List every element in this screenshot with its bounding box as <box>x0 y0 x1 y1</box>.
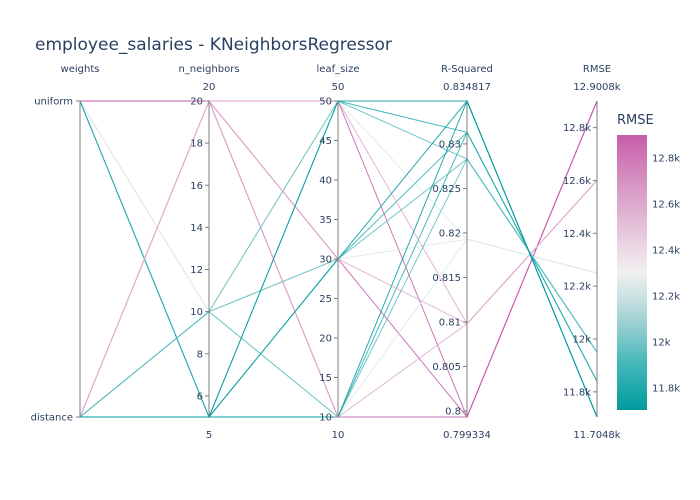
axis-n-neighbors: n_neighbors 20 5 6 8 10 12 14 16 18 20 <box>178 64 239 441</box>
chart-title: employee_salaries - KNeighborsRegressor <box>35 35 392 55</box>
tick-label: 12k <box>572 335 591 346</box>
axis-max-label: 0.834817 <box>443 82 491 93</box>
tick-label: 12.2k <box>563 282 591 293</box>
tick-label: distance <box>31 413 73 424</box>
tick-label: 15 <box>319 373 332 384</box>
tick-label: 11.8k <box>563 387 591 398</box>
tick-label: 12.8k <box>563 123 591 134</box>
tick-label: 35 <box>319 215 332 226</box>
axis-title: n_neighbors <box>178 64 239 75</box>
tick-label: 12.4k <box>563 229 591 240</box>
colorbar-tick-label: 11.8k <box>652 384 680 395</box>
colorbar-tick-label: 12.4k <box>652 246 680 257</box>
colorbar-tick-label: 12k <box>652 338 671 349</box>
axis-title: leaf_size <box>317 64 360 75</box>
axis-max-label: 20 <box>203 82 216 93</box>
tick-label: 0.805 <box>432 362 461 373</box>
tick-label: 25 <box>319 294 332 305</box>
tick-label: uniform <box>34 97 73 108</box>
tick-label: 8 <box>197 349 203 360</box>
tick-label: 12 <box>190 265 203 276</box>
colorbar-tick-label: 12.8k <box>652 154 680 165</box>
tick-label: 16 <box>190 181 203 192</box>
axis-title: R-Squared <box>441 64 493 75</box>
axis-weights: weights uniform distance <box>31 64 100 424</box>
tick-label: 0.8 <box>445 407 461 418</box>
axis-max-label: 50 <box>332 82 345 93</box>
axis-title: RMSE <box>583 64 611 75</box>
tick-label: 0.815 <box>432 273 461 284</box>
axis-min-label: 10 <box>332 430 345 441</box>
axis-rmse: RMSE 12.9008k 11.7048k 11.8k 12k 12.2k 12.4k 12… <box>563 64 621 441</box>
tick-label: 10 <box>190 307 203 318</box>
tick-label: 12.6k <box>563 176 591 187</box>
axis-min-label: 11.7048k <box>573 430 620 441</box>
tick-label: 45 <box>319 136 332 147</box>
tick-label: 20 <box>319 334 332 345</box>
axis-title: weights <box>61 64 100 75</box>
tick-label: 20 <box>190 97 203 108</box>
colorbar-tick-label: 12.2k <box>652 292 680 303</box>
tick-label: 14 <box>190 223 203 234</box>
tick-label: 10 <box>319 413 332 424</box>
colorbar-title: RMSE <box>617 113 654 128</box>
tick-label: 30 <box>319 255 332 266</box>
colorbar: RMSE 11.8k 12k 12.2k 12.4k 12.6k 12.8k <box>617 113 680 410</box>
tick-label: 0.82 <box>439 228 461 239</box>
axis-max-label: 12.9008k <box>573 82 620 93</box>
axis-min-label: 5 <box>206 430 212 441</box>
colorbar-tick-label: 12.6k <box>652 200 680 211</box>
tick-label: 0.83 <box>439 139 461 150</box>
tick-label: 40 <box>319 176 332 187</box>
axis-r-squared: R-Squared 0.834817 0.799334 0.8 0.805 0.81 0.8… <box>432 64 493 441</box>
tick-label: 6 <box>197 391 203 402</box>
colorbar-gradient <box>617 135 647 410</box>
axes-layer: weights uniform distance n_neighbors 20 5 6 8 10… <box>31 64 621 441</box>
tick-label: 18 <box>190 139 203 150</box>
axis-min-label: 0.799334 <box>443 430 491 441</box>
tick-label: 50 <box>319 97 332 108</box>
tick-label: 0.825 <box>432 184 461 195</box>
tick-label: 0.81 <box>439 318 461 329</box>
